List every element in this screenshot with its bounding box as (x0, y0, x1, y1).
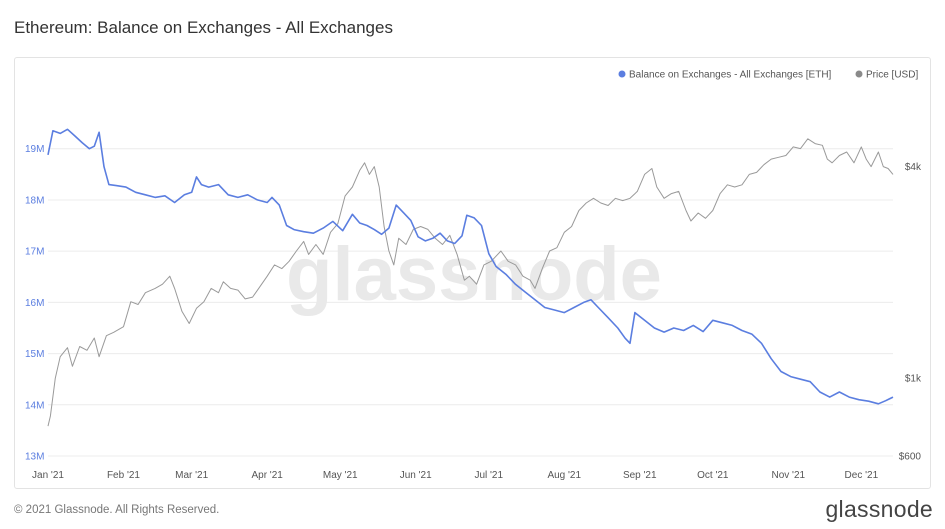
legend-price-swatch (855, 70, 863, 78)
x-tick-label: May '21 (323, 470, 358, 481)
y-right-tick-label: $4k (905, 162, 922, 173)
x-tick-label: Nov '21 (771, 470, 805, 481)
legend-balance-swatch (618, 70, 626, 78)
x-axis: Jan '21 Feb '21 Mar '21 Apr '21 May '21 Jun '… (32, 470, 879, 481)
y-left-tick-label: 14M (25, 400, 44, 411)
x-tick-label: Feb '21 (107, 470, 140, 481)
legend[interactable]: Balance on Exchanges - All Exchanges [ET… (618, 70, 919, 81)
legend-balance-label[interactable]: Balance on Exchanges - All Exchanges [ET… (629, 70, 832, 81)
copyright: © 2021 Glassnode. All Rights Reserved. (14, 504, 220, 516)
x-tick-label: Jan '21 (32, 470, 64, 481)
x-tick-label: Aug '21 (547, 470, 581, 481)
right-axis: $600 $1k $4k (899, 162, 922, 462)
left-axis: 13M 14M 15M 16M 17M 18M 19M (25, 144, 44, 462)
balance-series-line (47, 128, 894, 405)
legend-price-label[interactable]: Price [USD] (866, 70, 918, 81)
page-title: Ethereum: Balance on Exchanges - All Exc… (14, 18, 393, 37)
chart-panel (14, 57, 931, 489)
x-tick-label: Sep '21 (623, 470, 657, 481)
price-series-line (47, 138, 894, 427)
watermark: glassnode (286, 232, 662, 317)
series-layer (47, 128, 894, 427)
brand-logo: glassnode (825, 496, 933, 522)
y-left-tick-label: 19M (25, 144, 44, 155)
y-left-tick-label: 17M (25, 247, 44, 258)
y-left-tick-label: 18M (25, 195, 44, 206)
x-tick-label: Jul '21 (474, 470, 503, 481)
y-right-tick-label: $1k (905, 374, 922, 385)
y-left-tick-label: 16M (25, 298, 44, 309)
x-tick-label: Dec '21 (845, 470, 879, 481)
y-left-tick-label: 13M (25, 452, 44, 463)
x-tick-label: Apr '21 (251, 470, 283, 481)
x-tick-label: Mar '21 (175, 470, 208, 481)
y-left-tick-label: 15M (25, 349, 44, 360)
grid (48, 148, 893, 457)
x-tick-label: Oct '21 (697, 470, 729, 481)
y-right-tick-label: $600 (899, 452, 922, 463)
x-tick-label: Jun '21 (400, 470, 432, 481)
